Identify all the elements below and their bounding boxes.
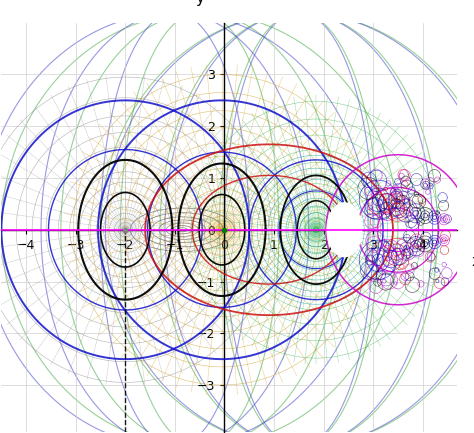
X-axis label: x: x bbox=[471, 254, 474, 269]
Polygon shape bbox=[327, 203, 362, 257]
Y-axis label: y: y bbox=[195, 0, 204, 6]
